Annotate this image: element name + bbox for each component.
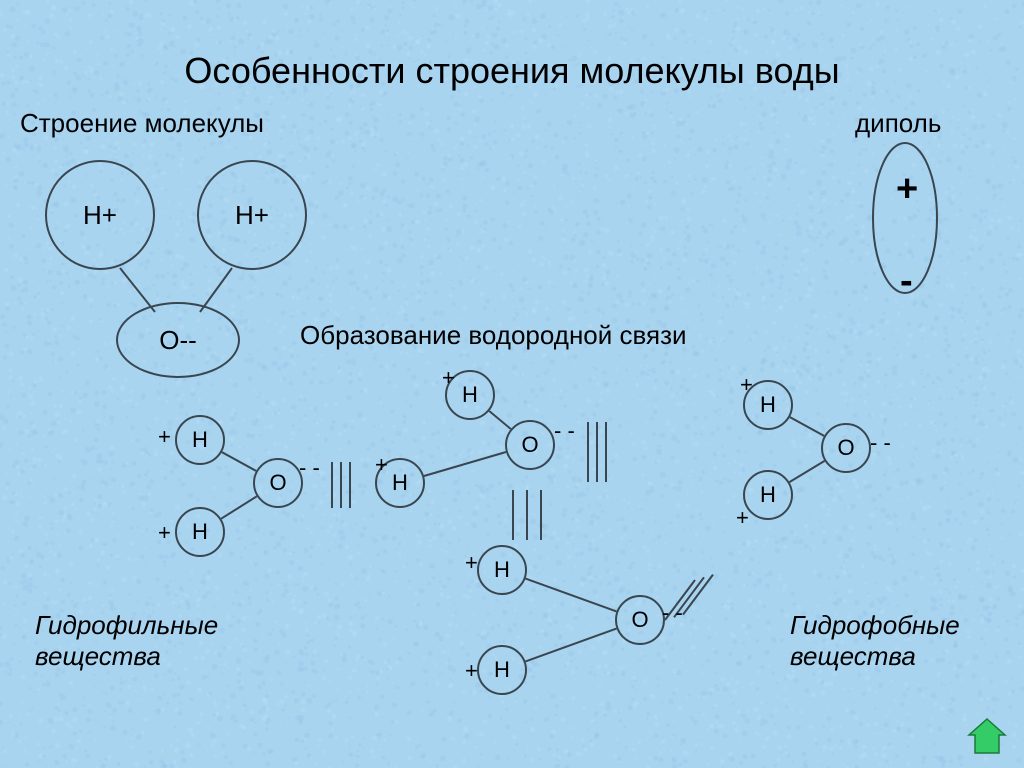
home-icon: [965, 715, 1009, 759]
charge-mark: - -: [299, 455, 320, 481]
charge-mark: +: [736, 505, 749, 531]
charge-mark: +: [465, 550, 478, 576]
dipole-minus: -: [900, 260, 913, 303]
label-hydrophilic: Гидрофильные вещества: [35, 610, 218, 672]
charge-mark: +: [375, 452, 388, 478]
atom-H: H+: [45, 160, 155, 270]
chain-atom-m1H1: H: [175, 415, 225, 465]
charge-mark: +: [158, 520, 171, 546]
charge-mark: +: [442, 365, 455, 391]
chain-atom-m4O: O: [615, 595, 665, 645]
charge-mark: - -: [554, 418, 575, 444]
chain-atom-m4H2: H: [477, 645, 527, 695]
chain-atom-m2O: O: [505, 420, 555, 470]
chain-atom-m1O: O: [253, 458, 303, 508]
label-dipole: диполь: [855, 108, 941, 139]
chain-atom-m3H2: H: [743, 470, 793, 520]
charge-mark: - -: [870, 430, 891, 456]
label-molecule-structure: Строение молекулы: [20, 108, 264, 139]
nav-home-button[interactable]: [965, 715, 1009, 764]
label-hydrophobic-line1: Гидрофобные: [790, 610, 960, 640]
label-hydrophilic-line1: Гидрофильные: [35, 610, 218, 640]
atom-H: H+: [197, 160, 307, 270]
label-hydrophobic-line2: вещества: [790, 641, 916, 671]
label-hydrogen-bond: Образование водородной связи: [300, 320, 687, 351]
chain-atom-m1H2: H: [175, 507, 225, 557]
label-hydrophilic-line2: вещества: [35, 641, 161, 671]
charge-mark: +: [740, 372, 753, 398]
chain-atom-m4H1: H: [477, 545, 527, 595]
label-hydrophobic: Гидрофобные вещества: [790, 610, 960, 672]
slide-title: Особенности строения молекулы воды: [0, 50, 1024, 92]
dipole-plus: +: [896, 168, 918, 211]
atom-O: O--: [116, 302, 240, 378]
charge-mark: - -: [662, 600, 683, 626]
chain-atom-m3O: O: [821, 423, 871, 473]
charge-mark: +: [158, 424, 171, 450]
charge-mark: +: [465, 658, 478, 684]
slide-stage: Особенности строения молекулы воды Строе…: [0, 0, 1024, 768]
